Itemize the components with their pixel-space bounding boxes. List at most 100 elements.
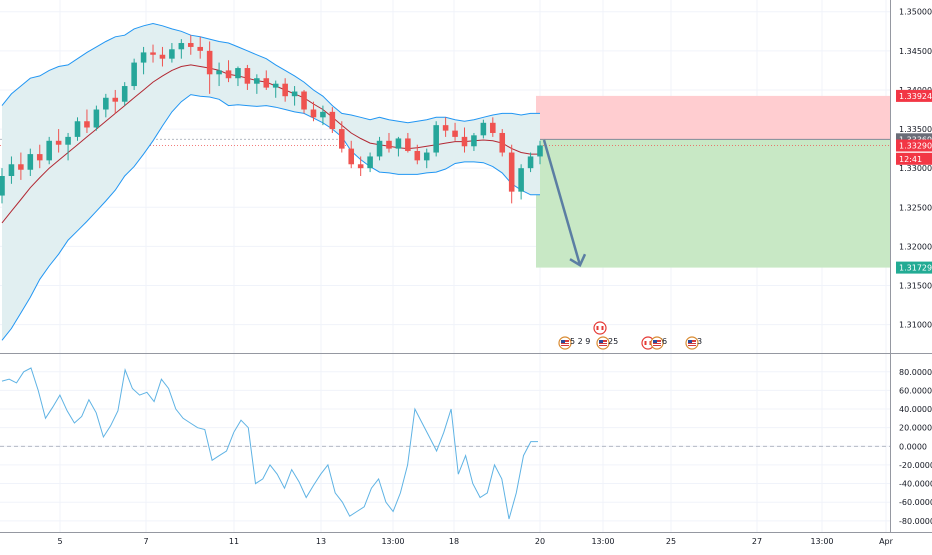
price-axis-tick-label: 1.33000 bbox=[899, 164, 932, 173]
price-tag-label: 1.33290 bbox=[899, 141, 932, 150]
event-label: 6 bbox=[662, 337, 667, 346]
candle-body bbox=[103, 97, 109, 110]
candle-body bbox=[55, 140, 62, 145]
price-axis-tick-label: 1.33500 bbox=[899, 125, 932, 134]
candle-body bbox=[357, 164, 364, 169]
price-axis-tick-label: 1.34500 bbox=[899, 47, 932, 56]
candle-body bbox=[442, 125, 449, 131]
candle-body bbox=[423, 152, 430, 161]
us-flag-icon bbox=[558, 336, 572, 350]
oscillator-pane bbox=[0, 367, 890, 520]
candle-body bbox=[291, 91, 298, 97]
candle-body bbox=[405, 138, 411, 151]
price-axis-tick-label: 1.32500 bbox=[899, 203, 932, 212]
candle-body bbox=[499, 132, 506, 153]
candle-body bbox=[320, 111, 326, 118]
candle-body bbox=[395, 138, 402, 149]
candle-body bbox=[329, 111, 336, 130]
bb-basis-line bbox=[1, 64, 540, 224]
event-marker[interactable] bbox=[593, 321, 607, 335]
arrow-head[interactable] bbox=[569, 253, 587, 267]
candle-body bbox=[310, 109, 317, 118]
price-axis-tick-label: 1.35000 bbox=[899, 8, 932, 17]
candle-body bbox=[65, 136, 71, 145]
candle-body bbox=[272, 83, 279, 88]
price-tag[interactable]: 1.31729 bbox=[896, 261, 932, 274]
time-axis-tick-label: 7 bbox=[143, 537, 148, 546]
us-flag-icon bbox=[685, 336, 699, 350]
time-axis-tick-label: Apr bbox=[879, 537, 894, 546]
price-tag-label: 12:41 bbox=[899, 155, 922, 164]
candle-body bbox=[348, 148, 355, 165]
candle-body bbox=[339, 129, 345, 149]
oscillator-axis-tick-label: 20.0000 bbox=[899, 424, 932, 433]
price-tag-label: 1.33924 bbox=[899, 92, 932, 101]
price-axis-tick-label: 1.31500 bbox=[899, 282, 932, 291]
event-marker[interactable]: 25 bbox=[596, 336, 618, 350]
candle-body bbox=[18, 164, 24, 170]
candle-body bbox=[159, 54, 166, 59]
price-tag[interactable]: 1.33924 bbox=[896, 89, 932, 102]
oscillator-axis-tick-label: -60.0000 bbox=[899, 498, 932, 507]
time-axis-tick-label: 5 bbox=[57, 537, 62, 546]
candle-body bbox=[225, 70, 232, 79]
price-tag-label: 1.31729 bbox=[899, 264, 932, 273]
candle-body bbox=[36, 154, 43, 161]
candle-body bbox=[235, 68, 241, 79]
ca-flag-icon bbox=[593, 321, 607, 335]
time-axis-tick-label: 13:00 bbox=[381, 537, 404, 546]
bollinger-bands bbox=[1, 22, 540, 341]
candle-body bbox=[121, 86, 128, 102]
stop-loss-zone[interactable] bbox=[536, 95, 890, 140]
candle-body bbox=[518, 168, 524, 192]
candle-body bbox=[452, 130, 458, 137]
time-axis-tick-label: 13:00 bbox=[810, 537, 833, 546]
candle-body bbox=[131, 62, 137, 87]
oscillator-axis-tick-label: 0.0000 bbox=[899, 442, 927, 451]
us-flag-icon bbox=[650, 336, 664, 350]
take-profit-zone[interactable] bbox=[536, 139, 890, 268]
bb-upper-line bbox=[1, 22, 540, 124]
candle-body bbox=[112, 97, 119, 102]
candle-body bbox=[84, 121, 90, 128]
time-axis-tick-label: 18 bbox=[449, 537, 459, 546]
candle-body bbox=[367, 156, 373, 169]
projection-arrow[interactable] bbox=[542, 139, 587, 267]
candle-body bbox=[527, 156, 534, 169]
oscillator-axis-tick-label: 60.0000 bbox=[899, 386, 932, 395]
candle-body bbox=[490, 122, 496, 133]
event-marker[interactable]: 5 2 9 bbox=[558, 336, 590, 350]
time-axis-tick-label: 11 bbox=[229, 537, 239, 546]
time-axis-tick-label: 13 bbox=[316, 537, 326, 546]
time-axis-tick-label: 20 bbox=[535, 537, 545, 546]
event-marker[interactable]: 3 bbox=[685, 336, 702, 350]
candle-body bbox=[27, 154, 34, 170]
candle-body bbox=[74, 121, 81, 137]
bb-lower-line bbox=[1, 94, 540, 341]
oscillator-axis-tick-label: -20.0000 bbox=[899, 461, 932, 470]
time-axis-tick-label: 13:00 bbox=[591, 537, 614, 546]
candle-body bbox=[187, 43, 194, 47]
price-axis-tick-label: 1.31000 bbox=[899, 321, 932, 330]
price-tag[interactable]: 12:41 bbox=[896, 152, 932, 165]
candle-body bbox=[461, 136, 468, 147]
economic-events[interactable]: 5 2 9251363 bbox=[558, 321, 702, 350]
oscillator-axis-tick-label: -80.0000 bbox=[899, 517, 932, 526]
candle-body bbox=[197, 46, 203, 51]
price-tag[interactable]: 1.33290 bbox=[896, 139, 932, 152]
bb-fill bbox=[2, 23, 540, 341]
candle-body bbox=[282, 83, 288, 97]
oscillator-axis-tick-label: -40.0000 bbox=[899, 480, 932, 489]
event-label: 25 bbox=[608, 337, 618, 346]
arrow-shaft[interactable] bbox=[542, 139, 582, 266]
time-axis-tick-label: 25 bbox=[666, 537, 676, 546]
candle-body bbox=[140, 52, 147, 63]
candle-body bbox=[376, 140, 383, 157]
candle-body bbox=[480, 122, 487, 136]
event-marker[interactable]: 6 bbox=[650, 336, 667, 350]
candle-body bbox=[8, 164, 15, 176]
candle-body bbox=[46, 140, 52, 161]
